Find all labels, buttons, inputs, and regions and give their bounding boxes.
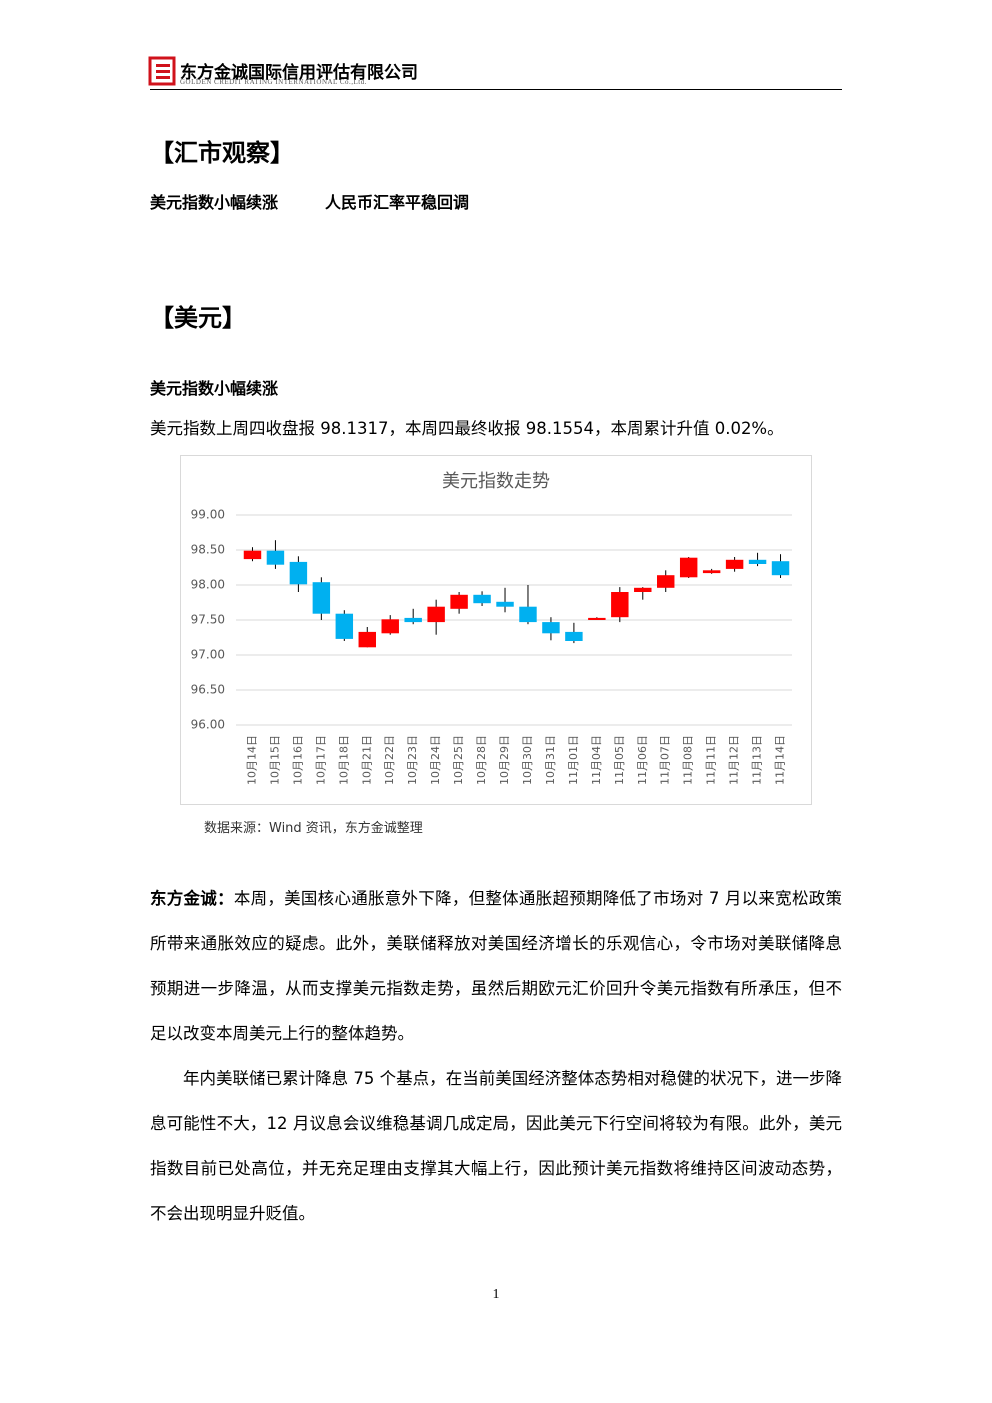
section-title: 【汇市观察】: [150, 139, 294, 167]
x-tick-label: 11月05日: [613, 735, 626, 785]
x-tick-label: 10月14日: [245, 735, 258, 785]
x-tick-label: 10月21日: [360, 735, 373, 785]
company-name: 东方金诚国际信用评估有限公司: [180, 63, 418, 83]
x-tick-label: 10月18日: [337, 735, 350, 785]
chart-title: 美元指数走势: [442, 471, 550, 492]
x-tick-label: 10月29日: [498, 735, 511, 785]
y-tick-label: 96.00: [191, 718, 225, 732]
candle-body: [634, 587, 652, 592]
x-tick-label: 11月14日: [774, 735, 787, 785]
candle-body: [657, 575, 675, 588]
candle-body: [565, 631, 583, 641]
x-tick-label: 11月07日: [659, 735, 672, 785]
y-tick-label: 96.50: [191, 683, 225, 697]
candle-body: [748, 559, 767, 564]
candle-body: [289, 561, 308, 585]
candle-body: [725, 559, 744, 569]
chart-source: 数据来源：Wind 资讯，东方金诚整理: [204, 821, 423, 836]
x-tick-label: 10月30日: [521, 735, 534, 785]
candle-body: [312, 582, 331, 614]
candle-body: [473, 594, 491, 604]
candle-body: [243, 550, 262, 560]
lead: 东方金诚：: [150, 889, 234, 908]
headline: 美元指数小幅续涨: [150, 193, 279, 212]
y-tick-label: 97.50: [191, 613, 225, 627]
section-title: 【美元】: [150, 304, 246, 332]
candle-body: [679, 557, 698, 578]
x-tick-label: 10月31日: [544, 735, 557, 785]
candle-body: [519, 606, 537, 623]
x-tick-label: 11月06日: [636, 735, 649, 785]
candle-body: [702, 570, 721, 574]
x-tick-label: 10月22日: [383, 735, 396, 785]
paragraph: 年内美联储已累计降息 75 个基点，在当前美国经济整体态势相对稳健的状况下，进一…: [150, 1069, 842, 1223]
paragraph: 东方金诚：本周，美国核心通胀意外下降，但整体通胀超预期降低了市场对 7 月以来宽…: [150, 876, 842, 1056]
y-tick-label: 99.00: [191, 508, 225, 522]
chart-frame: [180, 455, 812, 805]
summary: 美元指数上周四收盘报 98.1317，本周四最终收报 98.1554，本周累计升…: [150, 419, 784, 438]
candle-body: [588, 617, 606, 620]
x-tick-label: 11月01日: [567, 735, 580, 785]
candle-body: [611, 592, 629, 618]
header-rule: [150, 89, 842, 90]
x-tick-label: 11月13日: [751, 735, 764, 785]
x-tick-label: 10月28日: [475, 735, 488, 785]
x-tick-label: 10月23日: [406, 735, 419, 785]
x-tick-label: 11月08日: [682, 735, 695, 785]
y-tick-label: 97.00: [191, 648, 225, 662]
x-tick-label: 10月24日: [429, 735, 442, 785]
company-name-en: GOLDEN CREDIT RATING INTERNATIONAL Co.,L…: [180, 78, 367, 86]
candle-body: [496, 601, 514, 607]
candle-body: [771, 561, 790, 576]
candle-body: [542, 622, 560, 634]
x-tick-label: 10月17日: [314, 735, 327, 785]
candle-body: [427, 606, 445, 623]
candle-body: [450, 594, 468, 609]
subheading: 美元指数小幅续涨: [150, 379, 279, 398]
logo: [148, 56, 176, 86]
x-tick-label: 10月15日: [268, 735, 281, 785]
candle-body: [404, 617, 422, 623]
page-number: 1: [492, 1287, 500, 1302]
y-tick-label: 98.50: [191, 543, 225, 557]
x-tick-label: 10月25日: [452, 735, 465, 785]
x-tick-label: 11月11日: [705, 735, 718, 785]
candle-body: [335, 613, 354, 639]
candle-body: [358, 631, 376, 648]
candle-body: [266, 550, 285, 565]
chart: 美元指数走势 96.00 96.50 97.00 97.50 98.00 98.50 99.…: [180, 455, 812, 805]
x-tick-label: 11月12日: [728, 735, 741, 785]
headline: 人民币汇率平稳回调: [325, 193, 470, 212]
x-tick-label: 10月16日: [291, 735, 304, 785]
y-tick-label: 98.00: [191, 578, 225, 592]
x-tick-label: 11月04日: [590, 735, 603, 785]
text: 本周，美国核心通胀意外下降，但整体通胀超预期降低了市场对 7 月以来宽松政策所带…: [150, 889, 842, 1043]
candle-body: [381, 619, 399, 634]
